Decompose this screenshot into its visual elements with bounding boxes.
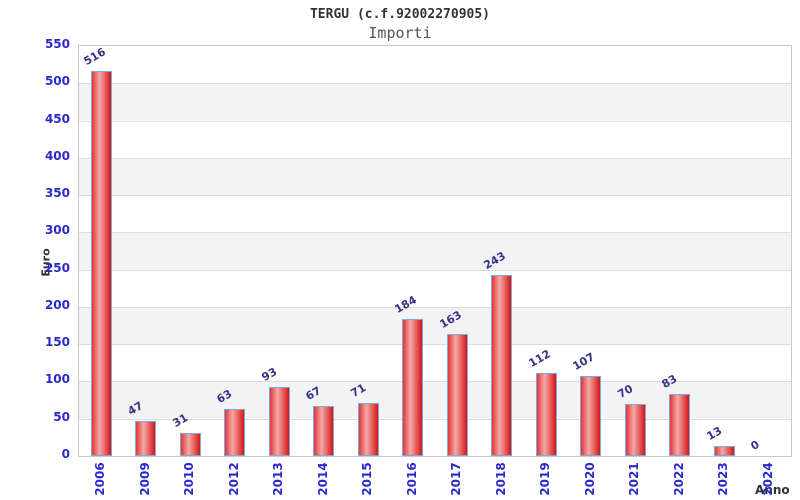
x-axis-title: Anno [755, 483, 790, 497]
bar [535, 372, 557, 456]
x-tick-label: 2010 [182, 462, 197, 496]
y-tick-label: 200 [44, 297, 70, 312]
x-tick-label: 2013 [271, 462, 286, 496]
y-tick-label: 500 [44, 74, 70, 89]
x-tick-label: 2012 [226, 462, 241, 496]
y-tick-label: 250 [44, 260, 70, 275]
y-tick-label: 550 [44, 37, 70, 51]
bar [446, 334, 468, 456]
y-tick-label: 300 [44, 223, 70, 238]
bar [624, 403, 646, 456]
bar-value-label: 112 [526, 346, 553, 370]
gridline [79, 83, 791, 85]
x-tick-label: 2017 [449, 462, 464, 496]
bar [313, 406, 335, 456]
bar-value-label: 70 [615, 381, 636, 401]
bar [268, 386, 290, 456]
bar [402, 318, 424, 456]
gridline [79, 157, 791, 159]
gridline [79, 120, 791, 122]
bar [179, 432, 201, 456]
bar [580, 376, 602, 456]
x-tick-label: 2015 [360, 462, 375, 496]
x-tick-label: 2016 [404, 462, 419, 496]
chart-subtitle: Importi [368, 24, 432, 42]
y-tick-label: 50 [53, 409, 70, 424]
x-tick-label: 2009 [137, 462, 152, 496]
bar [491, 274, 513, 456]
bar-value-label: 47 [125, 399, 146, 418]
y-tick-label: 100 [44, 372, 70, 387]
gridline [79, 344, 791, 346]
bar-value-label: 243 [481, 249, 509, 272]
bar-value-label: 83 [659, 372, 680, 392]
y-tick-label: 150 [44, 335, 70, 350]
gridline [79, 306, 791, 308]
plot-area: 516 47 31 63 93 67 71 184 163 243 112 107 70 83 13 0 [78, 45, 792, 457]
bar [669, 394, 691, 456]
bar-value-label: 184 [392, 293, 420, 316]
bar-value-label: 71 [348, 381, 369, 401]
bar-value-label: 516 [81, 45, 108, 69]
gridline [79, 418, 791, 420]
x-tick-label: 2022 [671, 462, 686, 496]
bar [357, 403, 379, 456]
x-tick-label: 2014 [315, 462, 330, 496]
bar [224, 409, 246, 456]
bar-value-label: 13 [704, 424, 725, 444]
x-tick-label: 2019 [538, 462, 553, 496]
bar [135, 420, 157, 456]
bar-value-label: 107 [570, 350, 598, 374]
bar [90, 71, 112, 456]
gridline [79, 381, 791, 383]
x-tick-label: 2006 [93, 462, 108, 496]
bar-value-label: 67 [303, 384, 324, 404]
x-tick-label: 2023 [716, 462, 731, 496]
chart-title: TERGU (c.f.92002270905) [309, 7, 490, 22]
y-tick-label: 0 [61, 447, 70, 461]
bar [713, 446, 735, 456]
gridline [79, 269, 791, 271]
bar-value-label: 163 [437, 308, 464, 332]
x-tick-label: 2021 [627, 462, 642, 496]
y-tick-label: 450 [44, 111, 70, 126]
x-tick-label: 2020 [582, 462, 597, 496]
x-tick-label: 2024 [760, 462, 775, 496]
y-tick-label: 350 [44, 186, 70, 201]
gridline [79, 195, 791, 197]
bar-value-label: 63 [214, 387, 235, 407]
gridline [79, 232, 791, 234]
y-tick-label: 400 [44, 148, 70, 163]
bar-value-label: 31 [170, 410, 191, 430]
bar-value-label: 0 [748, 437, 762, 453]
x-tick-label: 2018 [493, 462, 508, 496]
